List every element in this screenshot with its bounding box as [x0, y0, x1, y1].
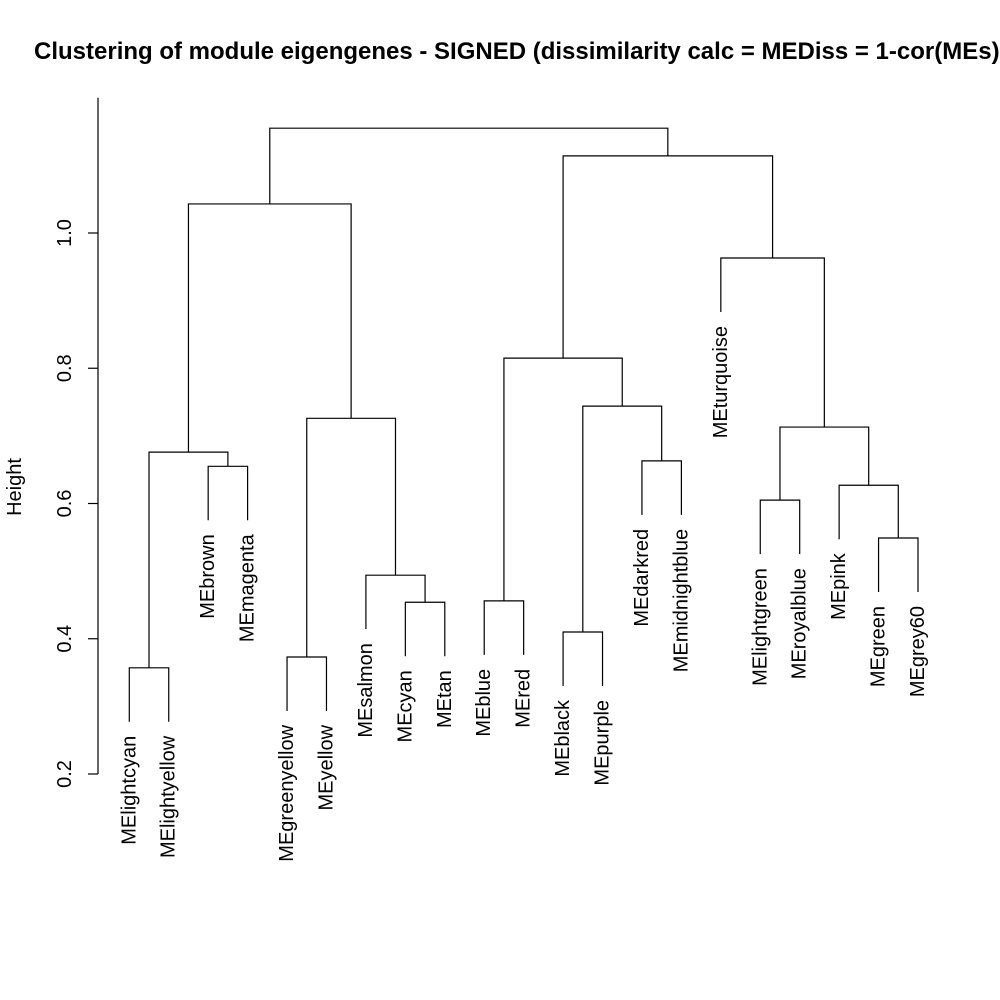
- leaf-label: MEgrey60: [907, 606, 929, 697]
- merge-branch: [269, 127, 669, 204]
- leaf-label: MEmagenta: [237, 533, 259, 642]
- y-axis-label: Height: [4, 458, 26, 516]
- leaf-label: MEtan: [434, 670, 456, 728]
- y-tick-label: 0.8: [54, 354, 76, 382]
- leaf-label: MEgreen: [868, 606, 890, 687]
- leaf-label: MEgreenyellow: [276, 724, 298, 861]
- y-axis: 0.2 0.4 0.6 0.8 1.0: [54, 97, 99, 788]
- leaf-label: MEbrown: [197, 534, 219, 618]
- y-tick-label: 0.2: [54, 760, 76, 788]
- merge-branch: [286, 656, 328, 711]
- leaf-labels: MElightcyan MElightyellow MEbrown MEmagenta…: [118, 326, 929, 862]
- merge-branch: [779, 426, 870, 501]
- leaf-label: MEcyan: [394, 670, 416, 742]
- y-tick-label: 0.6: [54, 490, 76, 518]
- merge-branch: [562, 155, 774, 359]
- merge-branch: [562, 631, 604, 686]
- leaf-label: MEblue: [473, 669, 495, 737]
- merge-branch: [306, 417, 397, 658]
- leaf-label: MElightcyan: [118, 736, 140, 845]
- merge-branch: [641, 460, 682, 515]
- leaf-label: MEsalmon: [355, 643, 377, 737]
- y-tick-label: 1.0: [54, 219, 76, 247]
- merge-branch: [483, 600, 525, 655]
- chart-title: Clustering of module eigengenes - SIGNED…: [34, 38, 1000, 65]
- leaf-label: MElightgreen: [749, 568, 771, 686]
- merge-branch: [404, 601, 446, 657]
- y-tick-label: 0.4: [54, 625, 76, 653]
- dendrogram-branches: [128, 127, 919, 722]
- leaf-label: MEturquoise: [710, 326, 732, 438]
- leaf-label: MEpurple: [592, 700, 614, 786]
- merge-branch: [720, 257, 825, 428]
- merge-branch: [128, 667, 170, 722]
- leaf-label: MEroyalblue: [789, 568, 811, 679]
- leaf-label: MElightyellow: [158, 735, 180, 858]
- merge-branch: [838, 484, 899, 540]
- leaf-label: MEpink: [828, 552, 850, 620]
- leaf-label: MEred: [513, 669, 535, 728]
- merge-branch: [877, 537, 919, 592]
- merge-branch: [759, 499, 801, 555]
- merge-branch: [503, 357, 623, 601]
- merge-branch: [187, 203, 352, 453]
- leaf-label: MEmidnightblue: [670, 529, 692, 672]
- leaf-label: MEyellow: [315, 724, 337, 810]
- merge-branch: [207, 465, 249, 521]
- leaf-label: MEblack: [552, 699, 574, 777]
- leaf-label: MEdarkred: [631, 529, 653, 627]
